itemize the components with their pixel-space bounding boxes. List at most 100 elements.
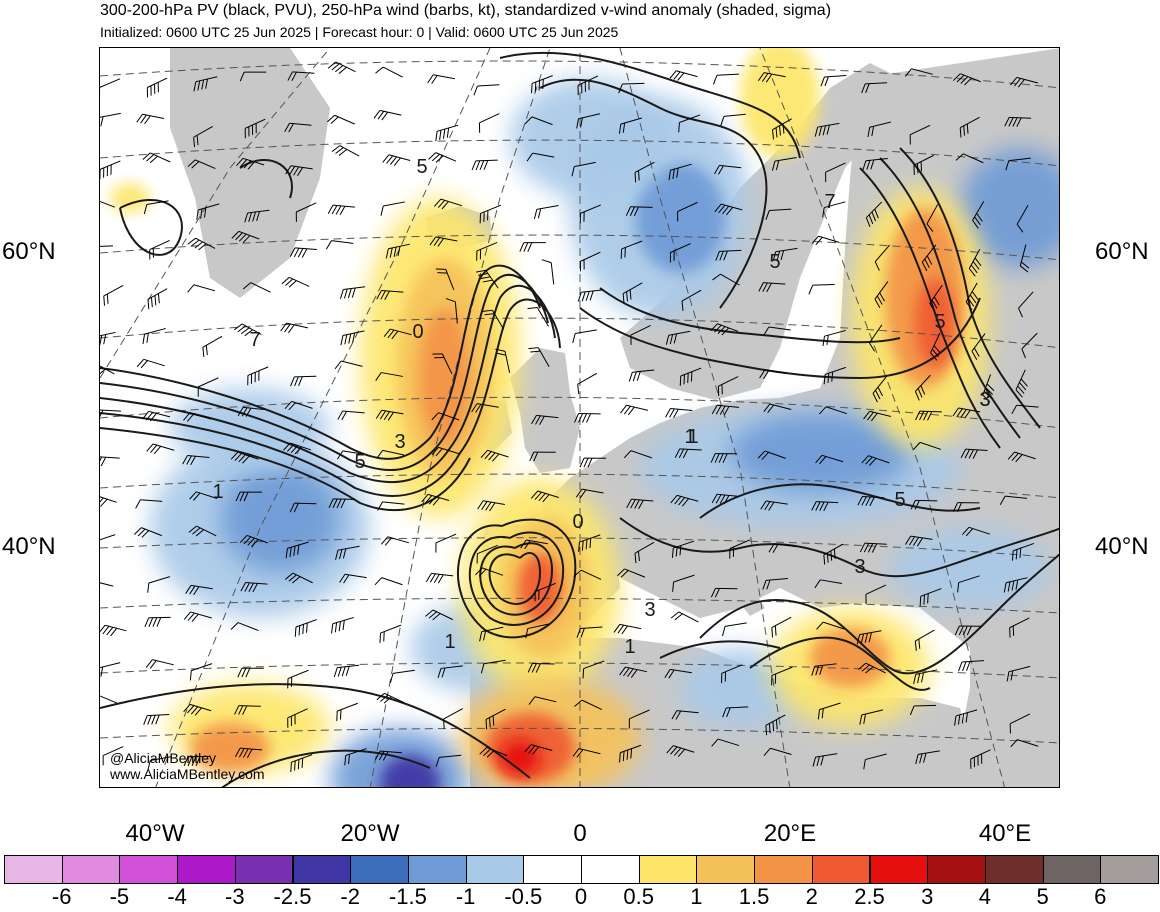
wind-barb bbox=[102, 746, 124, 766]
wind-barb bbox=[136, 358, 165, 369]
wind-barb bbox=[865, 201, 883, 227]
wind-barb bbox=[579, 457, 606, 468]
wind-barb bbox=[445, 298, 458, 324]
colorbar-swatch bbox=[523, 855, 582, 884]
wind-barb bbox=[528, 347, 550, 367]
wind-barb bbox=[575, 488, 604, 499]
wind-barb bbox=[425, 609, 453, 621]
wind-barb bbox=[333, 664, 360, 678]
wind-barb bbox=[435, 533, 457, 553]
wind-barb bbox=[858, 662, 886, 674]
pv-contour bbox=[100, 427, 471, 512]
wind-barb bbox=[622, 282, 643, 304]
colorbar-swatch bbox=[61, 855, 121, 884]
wind-barb bbox=[100, 78, 121, 98]
wind-barb bbox=[475, 269, 499, 289]
wind-barb bbox=[958, 660, 984, 672]
wind-barb bbox=[294, 619, 317, 637]
colorbar-swatch bbox=[4, 855, 63, 884]
wind-barb bbox=[284, 572, 313, 584]
wind-barb bbox=[759, 369, 787, 380]
wind-barb bbox=[679, 367, 702, 386]
wind-barb bbox=[671, 710, 699, 720]
wind-barb bbox=[972, 201, 985, 229]
wind-barb bbox=[863, 753, 887, 770]
wind-barb bbox=[437, 665, 463, 678]
lon-label-20e: 20°E bbox=[763, 820, 817, 847]
colorbar-tick-label: -1.5 bbox=[388, 884, 427, 909]
wind-barb bbox=[183, 703, 212, 716]
wind-barb bbox=[668, 163, 692, 181]
britain-land bbox=[510, 348, 580, 473]
wind-barb bbox=[389, 669, 415, 683]
colorbar-tick-label: 2.5 bbox=[854, 884, 885, 909]
wind-barb bbox=[524, 744, 553, 755]
colorbar-tick-label: 6 bbox=[1094, 884, 1107, 909]
pv-contour-label: 3 bbox=[644, 599, 655, 621]
wind-barb bbox=[954, 709, 978, 726]
wind-barb bbox=[285, 541, 309, 559]
wind-barb bbox=[765, 714, 786, 736]
colorbar-swatch bbox=[1100, 855, 1159, 884]
wind-barb bbox=[1011, 542, 1035, 561]
wind-barb bbox=[339, 286, 366, 300]
wind-barb bbox=[671, 540, 695, 558]
wind-barb bbox=[909, 124, 931, 145]
longitude-line bbox=[100, 48, 331, 379]
longitude-line bbox=[369, 48, 551, 787]
wind-barb bbox=[530, 490, 559, 503]
wind-barb bbox=[1011, 404, 1039, 415]
colorbar-swatch bbox=[638, 855, 698, 884]
wind-barb bbox=[815, 454, 844, 465]
anomaly-blob bbox=[890, 528, 1050, 608]
wind-barb bbox=[144, 616, 171, 628]
wind-barb bbox=[670, 494, 699, 507]
italy-land bbox=[705, 553, 765, 616]
pv-contour-label: 5 bbox=[894, 489, 905, 511]
pv-contour bbox=[599, 287, 901, 344]
wind-barb bbox=[429, 236, 458, 247]
colorbar-swatch bbox=[696, 855, 756, 884]
wind-barb bbox=[771, 157, 797, 171]
wind-barb bbox=[202, 335, 223, 358]
wind-barb bbox=[183, 611, 212, 623]
pv-contour bbox=[221, 749, 431, 787]
wind-barb bbox=[135, 499, 163, 509]
colorbar-swatch bbox=[811, 855, 871, 884]
wind-barb bbox=[669, 70, 698, 81]
latitude-line bbox=[100, 727, 1059, 744]
wind-barb bbox=[183, 412, 212, 422]
colorbar-tick-label: -4 bbox=[167, 884, 187, 909]
wind-barb bbox=[868, 324, 883, 352]
wind-barb bbox=[197, 377, 219, 397]
wind-barb bbox=[772, 118, 792, 140]
pv-contour bbox=[488, 552, 542, 605]
wind-barb bbox=[959, 116, 980, 138]
wind-barb bbox=[664, 668, 692, 679]
anomaly-blob bbox=[960, 148, 1059, 268]
wind-barb bbox=[526, 152, 555, 162]
wind-barb bbox=[930, 332, 941, 361]
wind-barb bbox=[1006, 665, 1031, 682]
wind-barb bbox=[527, 662, 555, 673]
wind-barb bbox=[281, 276, 310, 288]
wind-barb bbox=[1003, 577, 1028, 593]
wind-barb bbox=[100, 112, 121, 127]
wind-barb bbox=[867, 121, 892, 138]
wind-barb bbox=[295, 202, 317, 222]
wind-barb bbox=[919, 588, 942, 607]
wind-barb bbox=[525, 623, 550, 639]
wind-barb bbox=[674, 448, 702, 459]
wind-barb bbox=[189, 663, 213, 681]
wind-barb bbox=[574, 412, 601, 423]
wind-barb bbox=[382, 154, 411, 166]
wind-barb bbox=[768, 543, 796, 554]
wind-barb bbox=[495, 348, 511, 373]
wind-barb bbox=[100, 362, 115, 376]
wind-barb bbox=[187, 284, 216, 293]
pv-contour-label: 5 bbox=[416, 156, 427, 178]
colorbar-swatch bbox=[581, 855, 640, 884]
wind-barb bbox=[380, 536, 409, 546]
pv-contour-label: 3 bbox=[979, 389, 990, 411]
wind-barb bbox=[100, 494, 117, 507]
